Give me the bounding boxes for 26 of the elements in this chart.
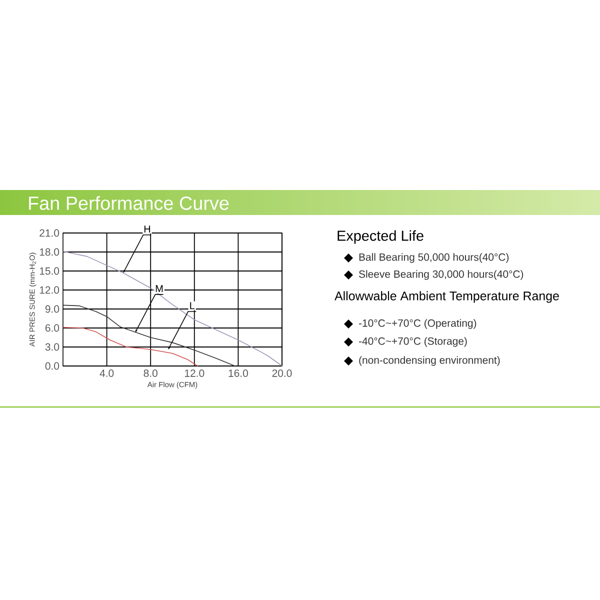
annotation: M (156, 285, 163, 292)
chart-title: Fan Performance Curve (29, 196, 229, 210)
y-tick-label: 12.0 (40, 286, 60, 294)
annotation: L (190, 302, 195, 310)
y-tick-label: 9.0 (45, 305, 60, 313)
text: Sleeve Bearing 30,000 hours(40°C) (358, 270, 524, 280)
text: Allowwable Ambient Temperature Range (334, 291, 559, 303)
line-series (62, 250, 282, 366)
x-tick-label: 8.0 (144, 370, 158, 377)
x-tick-label: 16.0 (228, 370, 248, 377)
y-tick-label: 3.0 (45, 343, 60, 351)
text: Ball Bearing 50,000 hours(40°C) (359, 253, 509, 263)
text: Expected Life (338, 230, 424, 244)
y-tick-label: 21.0 (40, 229, 60, 237)
y-tick-label: 0.0 (45, 362, 60, 370)
line-series (62, 326, 198, 366)
x-tick-label: 12.0 (185, 370, 204, 377)
text: -10°C~+70°C (Operating) (358, 319, 476, 329)
text: -40°C~+70°C (Storage) (358, 337, 467, 347)
annotation: H (144, 226, 150, 232)
x-tick-label: 20.0 (272, 370, 292, 377)
y-tick-label: 15.0 (40, 267, 60, 275)
x-tick-label: 4.0 (100, 370, 114, 377)
y-tick-label: 6.0 (45, 324, 60, 332)
text: (non-condensing environment) (359, 356, 500, 366)
y-tick-label: 18.0 (40, 248, 60, 256)
